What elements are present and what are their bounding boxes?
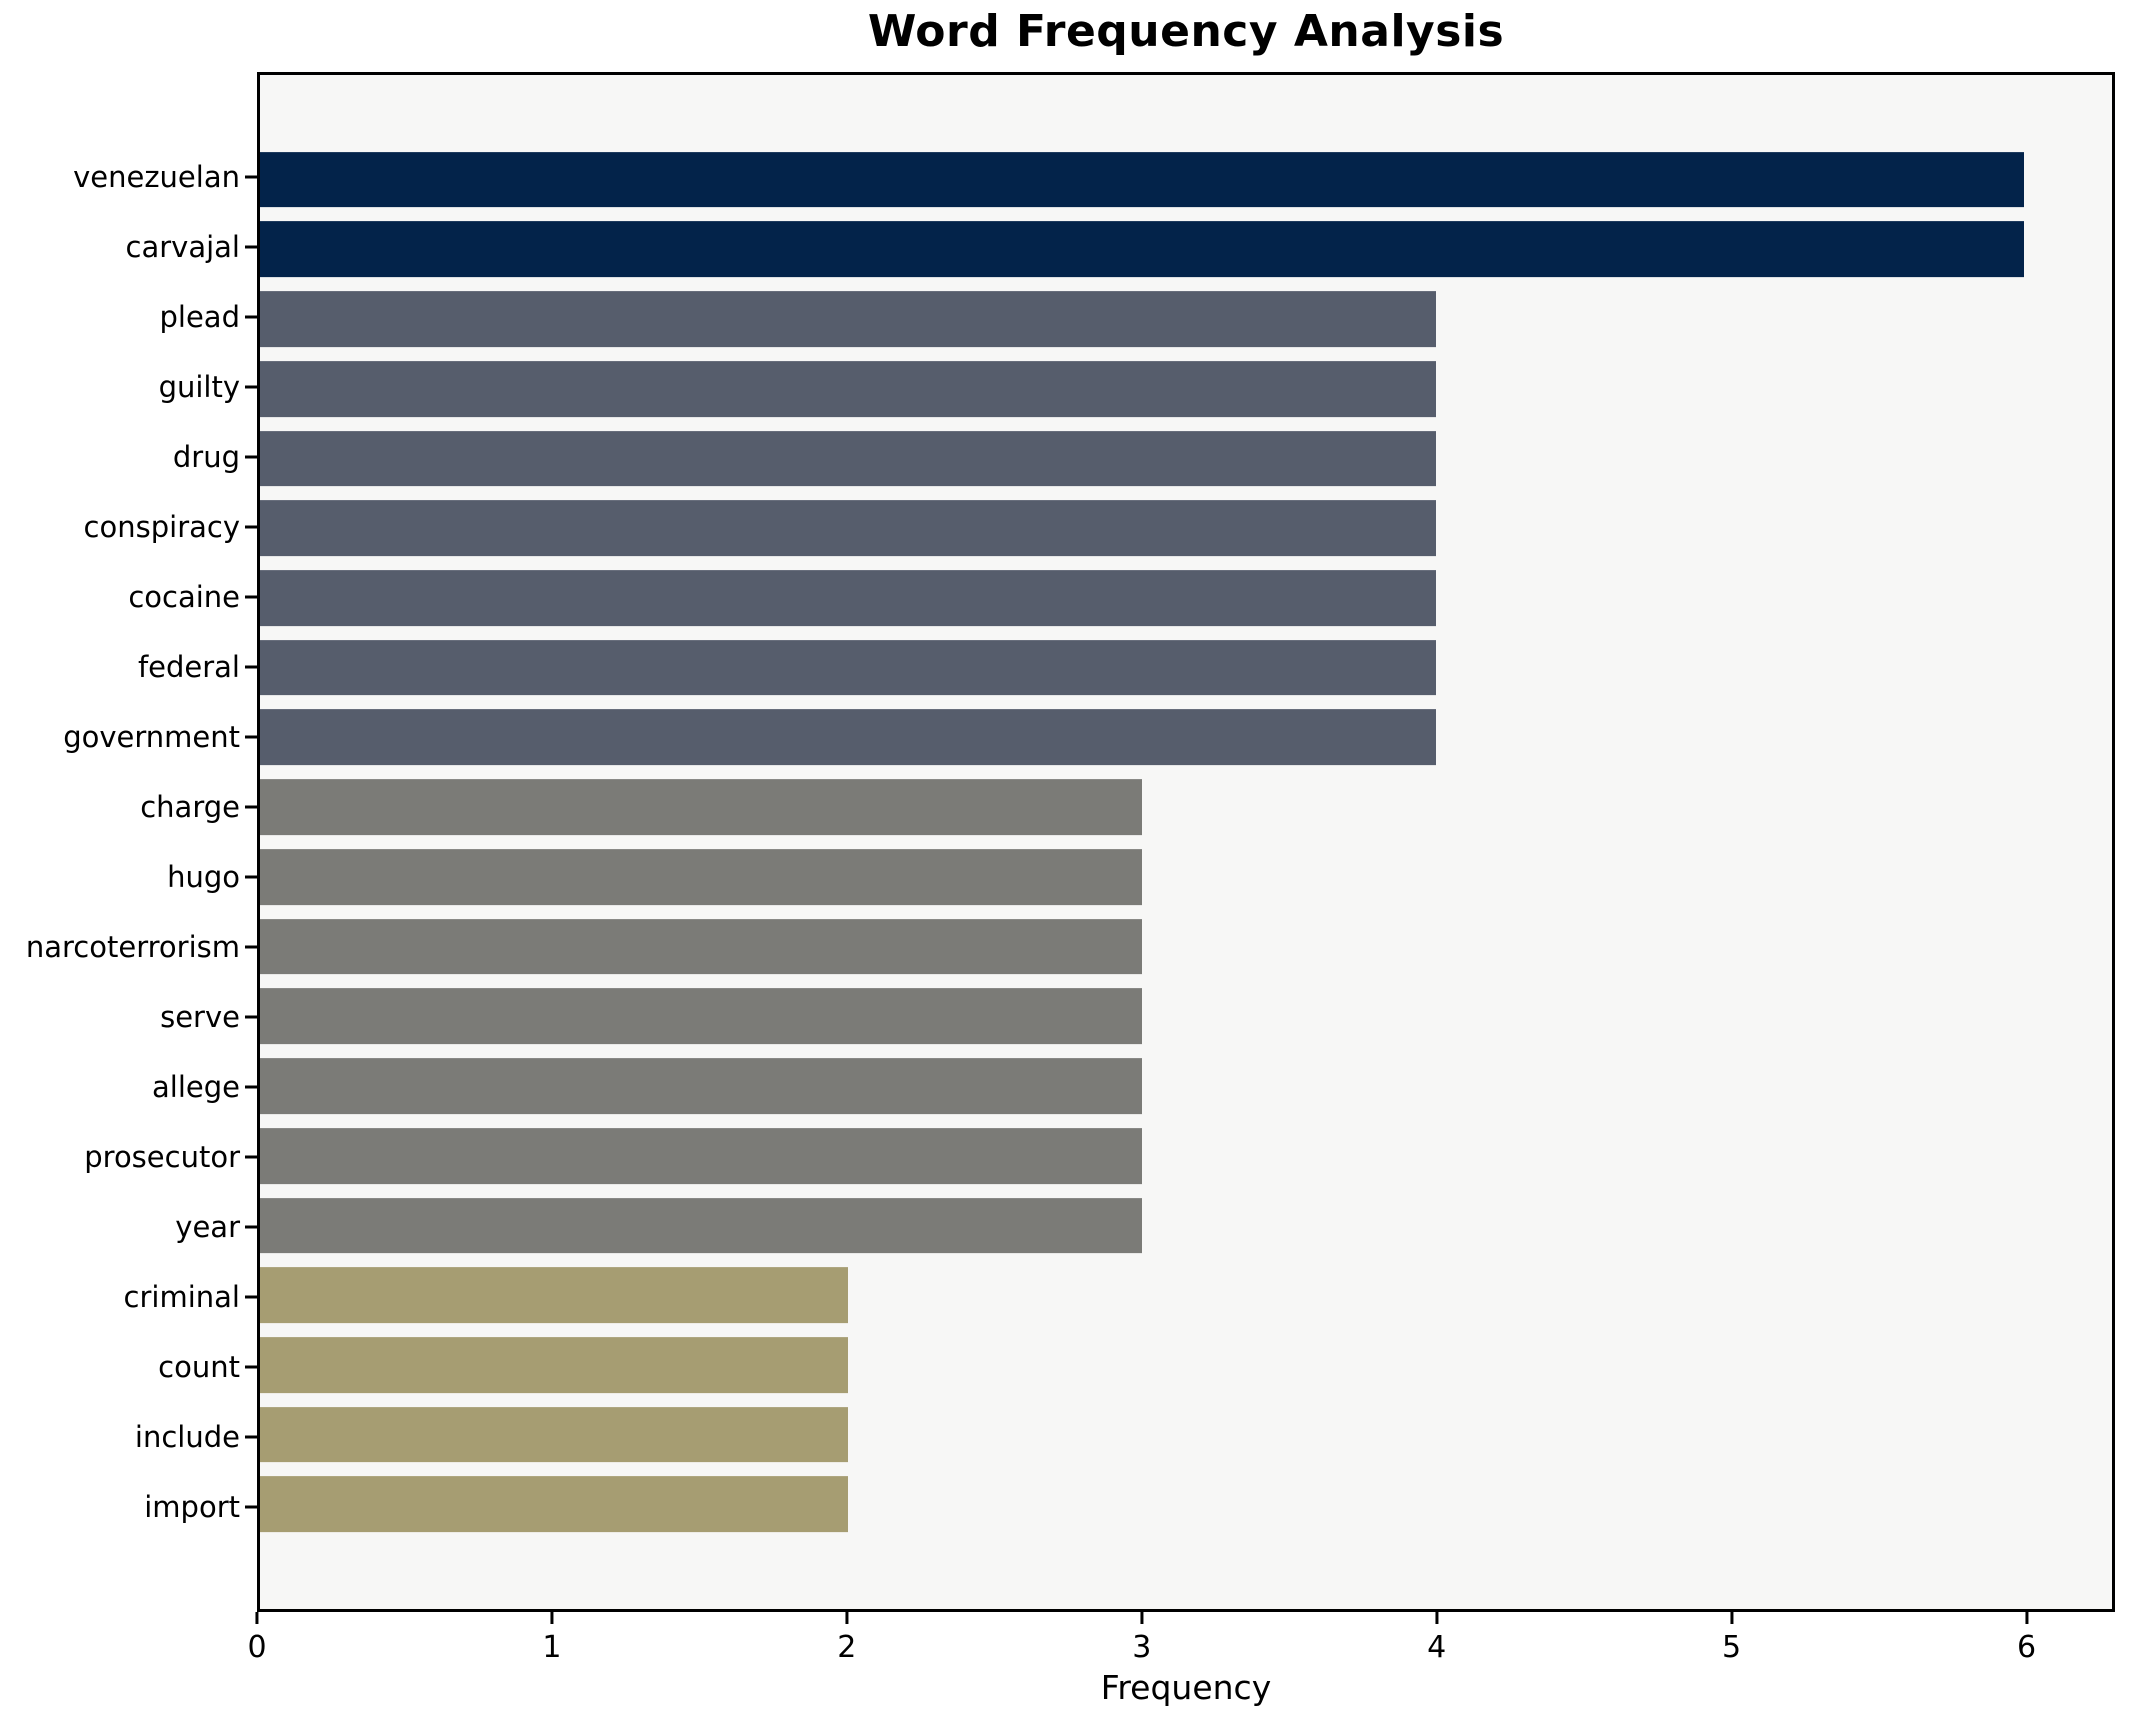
ytick-label-carvajal: carvajal — [125, 230, 240, 264]
bar-year — [260, 1197, 1142, 1254]
bar-import — [260, 1476, 848, 1533]
chart-title: Word Frequency Analysis — [867, 6, 1505, 57]
bar-guilty — [260, 360, 1436, 417]
ytick-label-charge: charge — [140, 790, 240, 824]
xtick-1: 1 — [542, 1612, 561, 1665]
ytick-mark — [245, 665, 257, 669]
ytick-mark — [245, 1435, 257, 1439]
bar-cocaine — [260, 570, 1436, 626]
xtick-3: 3 — [1132, 1612, 1151, 1665]
bar-hugo — [260, 848, 1142, 905]
ytick-mark — [245, 245, 257, 249]
plot-area — [257, 72, 2115, 1612]
bars-layer — [260, 75, 2112, 1609]
bar-plead — [260, 291, 1436, 347]
ytick-mark — [245, 875, 257, 879]
xtick-2: 2 — [837, 1612, 856, 1665]
y-axis-tick-marks — [245, 72, 257, 1612]
ytick-mark — [245, 175, 257, 179]
ytick-label-year: year — [175, 1210, 240, 1244]
ytick-mark — [245, 1295, 257, 1299]
xtick-value: 5 — [1722, 1630, 1742, 1665]
xtick-mark — [1435, 1612, 1439, 1624]
bar-government — [260, 709, 1436, 766]
xtick-mark — [1730, 1612, 1734, 1624]
ytick-label-criminal: criminal — [123, 1280, 240, 1314]
ytick-mark — [245, 1505, 257, 1509]
bar-drug — [260, 430, 1436, 487]
bar-allege — [260, 1058, 1142, 1114]
ytick-label-drug: drug — [172, 440, 240, 474]
xtick-4: 4 — [1427, 1612, 1446, 1665]
bar-conspiracy — [260, 500, 1436, 557]
xtick-value: 4 — [1427, 1630, 1447, 1665]
bar-federal — [260, 639, 1436, 696]
xtick-5: 5 — [1722, 1612, 1741, 1665]
xtick-mark — [845, 1612, 849, 1624]
xtick-0: 0 — [247, 1612, 267, 1665]
ytick-label-import: import — [144, 1490, 240, 1524]
ytick-mark — [245, 1155, 257, 1159]
ytick-label-venezuelan: venezuelan — [73, 160, 240, 194]
xtick-value: 1 — [542, 1630, 562, 1665]
ytick-mark — [245, 385, 257, 389]
bar-serve — [260, 988, 1142, 1045]
ytick-mark — [245, 735, 257, 739]
ytick-label-prosecutor: prosecutor — [84, 1140, 240, 1174]
xtick-value: 0 — [247, 1630, 267, 1665]
ytick-label-plead: plead — [159, 300, 241, 334]
ytick-mark — [245, 455, 257, 459]
xtick-value: 3 — [1132, 1630, 1152, 1665]
bar-narcoterrorism — [260, 918, 1142, 975]
xtick-6: 6 — [2017, 1612, 2036, 1665]
ytick-label-hugo: hugo — [167, 860, 240, 894]
ytick-label-count: count — [158, 1350, 240, 1384]
bar-prosecutor — [260, 1127, 1142, 1184]
xtick-mark — [255, 1612, 259, 1624]
bar-charge — [260, 779, 1142, 836]
bar-include — [260, 1406, 848, 1463]
ytick-mark — [245, 805, 257, 809]
bar-venezuelan — [260, 151, 2024, 208]
x-axis-label: Frequency — [1100, 1668, 1272, 1707]
ytick-label-federal: federal — [137, 650, 240, 684]
ytick-mark — [245, 945, 257, 949]
xtick-value: 6 — [2016, 1630, 2037, 1665]
xtick-value: 2 — [837, 1630, 857, 1665]
bar-count — [260, 1337, 848, 1393]
ytick-label-narcoterrorism: narcoterrorism — [25, 930, 240, 964]
ytick-mark — [245, 595, 257, 599]
ytick-mark — [245, 1015, 257, 1019]
ytick-mark — [245, 1085, 257, 1089]
ytick-mark — [245, 1365, 257, 1369]
ytick-mark — [245, 315, 257, 319]
ytick-label-include: include — [134, 1420, 240, 1454]
y-axis-labels: venezuelan carvajal plead guilty drug conspir… — [0, 72, 240, 1612]
ytick-label-guilty: guilty — [158, 370, 240, 404]
ytick-mark — [245, 1225, 257, 1229]
xtick-mark — [1140, 1612, 1144, 1624]
ytick-label-cocaine: cocaine — [128, 580, 240, 614]
ytick-label-conspiracy: conspiracy — [83, 510, 240, 544]
xtick-mark — [2025, 1612, 2029, 1624]
bar-carvajal — [260, 221, 2024, 278]
bar-criminal — [260, 1267, 848, 1324]
ytick-label-serve: serve — [160, 1000, 240, 1034]
ytick-label-allege: allege — [152, 1069, 240, 1104]
ytick-mark — [245, 525, 257, 529]
xtick-mark — [550, 1612, 554, 1624]
ytick-label-government: government — [63, 720, 240, 754]
x-axis-ticks: 0 1 2 3 4 5 6 — [247, 1612, 2115, 1692]
